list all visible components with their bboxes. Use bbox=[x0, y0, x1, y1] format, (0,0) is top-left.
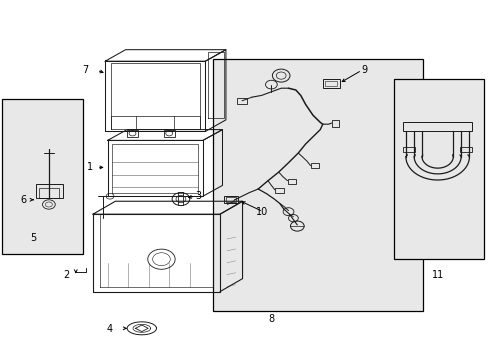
Bar bbox=[237, 98, 246, 104]
Bar bbox=[274, 188, 283, 193]
Bar bbox=[163, 130, 174, 137]
Bar bbox=[127, 130, 138, 137]
Bar bbox=[224, 196, 237, 203]
Bar bbox=[325, 81, 337, 86]
Text: 11: 11 bbox=[430, 270, 443, 280]
Text: 10: 10 bbox=[255, 207, 267, 217]
Bar bbox=[403, 147, 414, 152]
Bar bbox=[39, 188, 59, 198]
Bar bbox=[393, 79, 483, 259]
Bar bbox=[36, 184, 62, 198]
Bar bbox=[212, 59, 422, 311]
Bar bbox=[403, 122, 471, 131]
Text: 1: 1 bbox=[87, 162, 93, 172]
Text: 5: 5 bbox=[30, 233, 36, 243]
Text: 9: 9 bbox=[361, 65, 366, 75]
Bar bbox=[322, 79, 339, 88]
Bar bbox=[287, 179, 296, 184]
Bar bbox=[331, 120, 338, 127]
Bar bbox=[459, 147, 471, 152]
Bar bbox=[310, 163, 319, 168]
Bar bbox=[2, 99, 83, 254]
Text: 2: 2 bbox=[63, 270, 69, 280]
Text: 8: 8 bbox=[268, 314, 274, 324]
Text: 6: 6 bbox=[20, 195, 26, 205]
Text: 3: 3 bbox=[195, 191, 201, 201]
Text: 7: 7 bbox=[82, 65, 88, 75]
Bar bbox=[225, 197, 235, 202]
Text: 4: 4 bbox=[107, 324, 113, 334]
